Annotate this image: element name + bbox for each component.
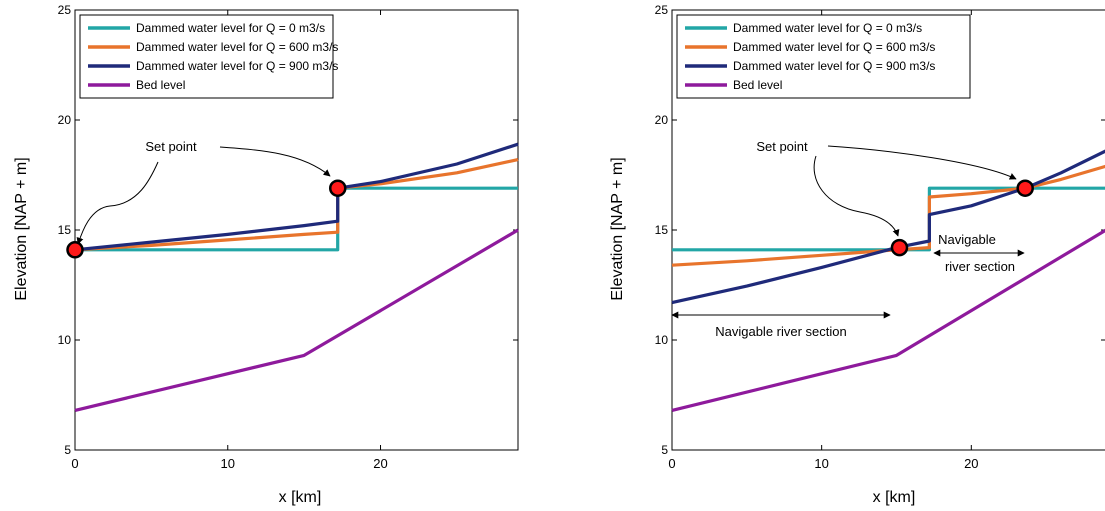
left-chart: Elevation [NAP + m] x [km] 0 10 20 5 10 15 20 2…: [13, 3, 519, 506]
left-ytick-label-4: 25: [58, 3, 72, 17]
right-ytick-label-4: 25: [655, 3, 669, 17]
left-xtick-label-1: 10: [221, 456, 235, 471]
left-annotations: Set point: [76, 139, 331, 245]
left-ytick-label-3: 20: [58, 113, 72, 127]
left-xtick-label-2: 20: [373, 456, 387, 471]
left-ytick-label-0: 5: [64, 443, 71, 457]
right-legend: Dammed water level for Q = 0 m3/s Dammed …: [676, 14, 971, 99]
left-legend-label-3: Bed level: [136, 78, 185, 92]
left-legend-label-2: Dammed water level for Q = 900 m3/s: [136, 59, 338, 73]
left-ytick-label-2: 15: [58, 223, 72, 237]
left-series-layer: [74, 142, 519, 412]
left-series-line-2: [74, 142, 519, 252]
right-legend-label-2: Dammed water level for Q = 900 m3/s: [733, 59, 935, 73]
right-setpoint-markers: [890, 179, 1034, 257]
right-ylabel: Elevation [NAP + m]: [609, 157, 626, 300]
left-xtick-label-0: 0: [71, 456, 78, 471]
right-legend-label-0: Dammed water level for Q = 0 m3/s: [733, 21, 922, 35]
right-legend-label-3: Bed level: [733, 78, 782, 92]
right-xlabel: x [km]: [873, 489, 916, 506]
left-setpoint-markers: [66, 179, 347, 259]
left-legend: Dammed water level for Q = 0 m3/s Dammed …: [79, 14, 338, 99]
right-axes: 0 10 20 5 10 15 20 25: [655, 3, 1105, 471]
right-series-layer: [671, 149, 1105, 412]
right-ytick-label-1: 10: [655, 333, 669, 347]
right-annotations: Set point Navigable river section Naviga…: [671, 139, 1025, 339]
left-ylabel: Elevation [NAP + m]: [13, 157, 30, 300]
right-xtick-label-0: 0: [668, 456, 675, 471]
right-setpoint-marker-1: [1016, 179, 1034, 197]
right-legend-label-1: Dammed water level for Q = 600 m3/s: [733, 40, 935, 54]
navigable-section-label-right-2: river section: [945, 259, 1015, 274]
left-series-line-0: [75, 186, 518, 252]
right-ytick-label-3: 20: [655, 113, 669, 127]
left-legend-label-1: Dammed water level for Q = 600 m3/s: [136, 40, 338, 54]
right-ytick-label-0: 5: [661, 443, 668, 457]
left-ytick-label-1: 10: [58, 333, 72, 347]
left-series-line-1: [74, 158, 519, 252]
left-setpoint-marker-1: [328, 179, 347, 197]
left-setpoint-marker-0: [66, 241, 84, 259]
left-setpoint-arrow-2: [219, 146, 331, 177]
right-series-line-3: [671, 228, 1105, 412]
navigable-section-label-left: Navigable river section: [715, 324, 847, 339]
right-ytick-label-2: 15: [655, 223, 669, 237]
left-xlabel: x [km]: [279, 489, 322, 506]
right-setpoint-arrow-1: [827, 145, 1017, 180]
left-legend-label-0: Dammed water level for Q = 0 m3/s: [136, 21, 325, 35]
right-setpoint-label: Set point: [756, 139, 808, 154]
right-setpoint-arrow-2: [813, 155, 900, 237]
navigable-section-label-right-1: Navigable: [938, 232, 996, 247]
right-xtick-label-1: 10: [814, 456, 828, 471]
right-series-line-2: [671, 149, 1105, 305]
right-xtick-label-2: 20: [964, 456, 978, 471]
left-setpoint-arrow-1: [76, 161, 159, 245]
left-series-line-3: [74, 228, 519, 412]
left-setpoint-label: Set point: [145, 139, 197, 154]
right-series-line-0: [672, 186, 1105, 252]
right-setpoint-marker-0: [890, 238, 909, 257]
right-chart: Elevation [NAP + m] x [km] 0 10 20 5 10 15 20 2…: [609, 3, 1105, 506]
